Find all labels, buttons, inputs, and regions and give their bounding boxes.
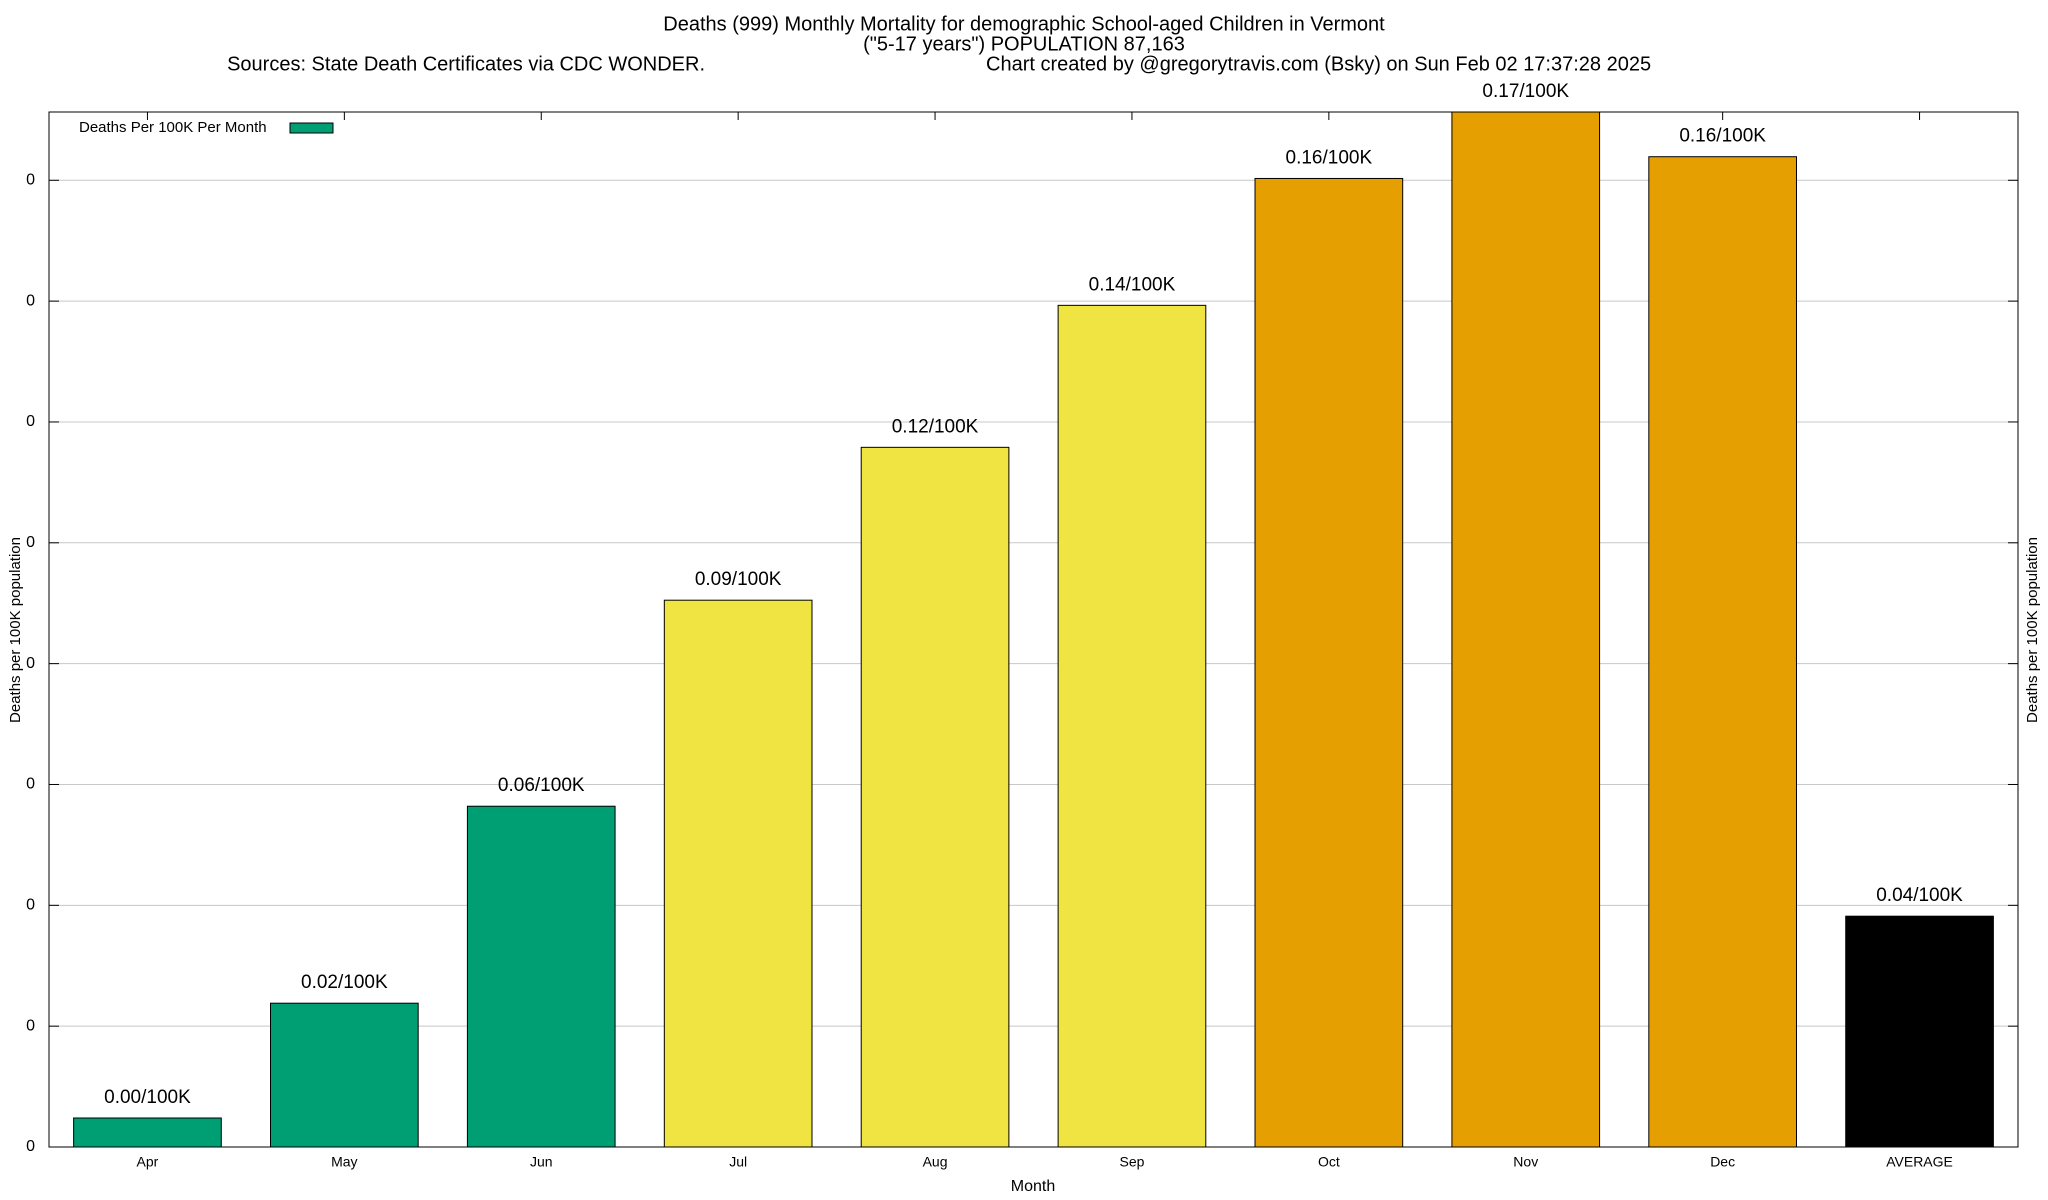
credit: Chart created by @gregorytravis.com (Bsk… [986, 53, 1651, 75]
y-tick-label: 0 [26, 1017, 35, 1034]
y-tick-label: 0 [26, 171, 35, 188]
y-tick-label: 0 [26, 1138, 35, 1155]
bar [1648, 156, 1797, 1148]
value-label: 0.16/100K [1286, 147, 1373, 168]
x-tick-label: AVERAGE [1886, 1154, 1953, 1170]
x-axis-label: Month [1011, 1178, 1055, 1195]
x-tick-label: Jun [530, 1154, 553, 1170]
legend-swatch [289, 122, 334, 134]
bar [73, 1117, 222, 1148]
x-tick-label: May [331, 1154, 357, 1170]
y-tick-label: 0 [26, 897, 35, 914]
x-tick-label: Jul [729, 1154, 747, 1170]
value-label: 0.17/100K [1482, 81, 1569, 102]
y-tick-label: 0 [26, 655, 35, 672]
bar [1057, 304, 1207, 1148]
bar [1451, 111, 1601, 1148]
value-label: 0.00/100K [104, 1087, 191, 1108]
y2-axis-label: Deaths per 100K population [2024, 537, 2041, 723]
y-axis-label: Deaths per 100K population [7, 537, 24, 723]
x-tick-label: Dec [1710, 1154, 1735, 1170]
x-tick-label: Nov [1513, 1154, 1538, 1170]
value-label: 0.02/100K [301, 972, 388, 993]
bar [270, 1002, 419, 1148]
y-tick-label: 0 [26, 292, 35, 309]
bar [466, 805, 616, 1148]
x-tick-label: Apr [137, 1154, 159, 1170]
chart-subtitle: ("5-17 years") POPULATION 87,163 [863, 33, 1185, 55]
bar [1845, 915, 1994, 1148]
value-label: 0.06/100K [498, 775, 585, 796]
bar [860, 446, 1010, 1148]
value-label: 0.14/100K [1089, 274, 1176, 295]
value-label: 0.04/100K [1876, 885, 1963, 906]
y-tick-label: 0 [26, 534, 35, 551]
y-tick-label: 0 [26, 413, 35, 430]
sources: Sources: State Death Certificates via CD… [227, 53, 705, 75]
y-tick-label: 0 [26, 776, 35, 793]
x-tick-label: Sep [1119, 1154, 1144, 1170]
value-label: 0.09/100K [695, 569, 782, 590]
chart-title: Deaths (999) Monthly Mortality for demog… [663, 13, 1385, 35]
bar [663, 599, 813, 1148]
x-tick-label: Aug [923, 1154, 948, 1170]
bar [1254, 177, 1404, 1148]
x-tick-label: Oct [1318, 1154, 1340, 1170]
plot-frame [48, 111, 2019, 1148]
value-label: 0.16/100K [1679, 126, 1766, 147]
legend-label: Deaths Per 100K Per Month [79, 119, 267, 136]
value-label: 0.12/100K [892, 416, 979, 437]
